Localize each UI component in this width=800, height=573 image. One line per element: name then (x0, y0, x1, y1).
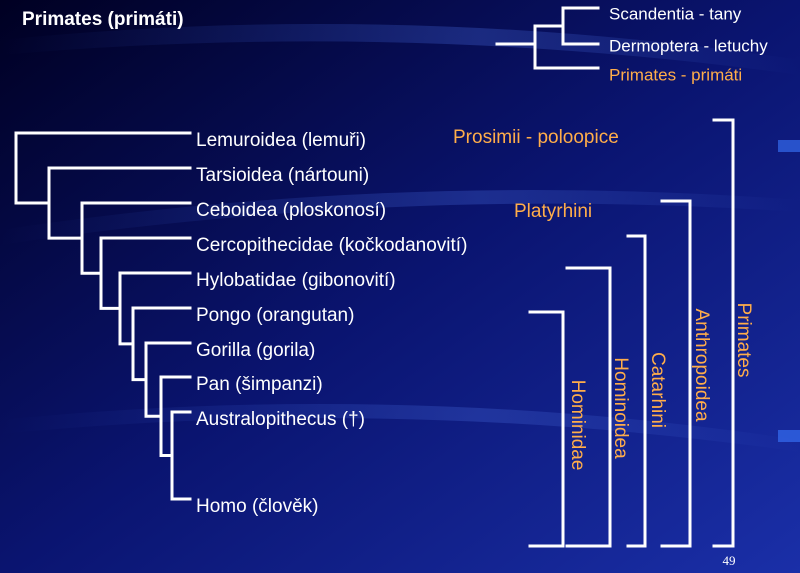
taxon-label: Pan (šimpanzi) (196, 374, 323, 395)
streak (0, 190, 800, 245)
group-label: Hominidae (567, 380, 588, 471)
bracket (565, 266, 612, 548)
taxon-label: Homo (člověk) (196, 496, 318, 517)
title: Primates (primáti) (22, 9, 184, 30)
streak (0, 24, 800, 75)
bracket (712, 118, 735, 548)
decor (778, 430, 800, 442)
taxon-label: Cercopithecidae (kočkodanovití) (196, 235, 467, 256)
taxon-label: Gorilla (gorila) (196, 340, 315, 361)
taxon-label: Tarsioidea (nártouni) (196, 165, 369, 186)
taxon-label: Dermoptera - letuchy (609, 36, 768, 55)
decor (778, 140, 800, 152)
taxon-label: Primates - primáti (609, 65, 742, 84)
streak (0, 404, 800, 452)
taxon-label: Australopithecus (†) (196, 409, 365, 430)
bracket (660, 199, 692, 548)
cladogram: Lemuroidea (lemuři) Tarsioidea (nártouni)… (14, 130, 467, 517)
group-label: Hominoidea (610, 357, 631, 459)
taxon-label: Ceboidea (ploskonosí) (196, 200, 386, 221)
outgroup-tree: Scandentia - tany Dermoptera - letuchy P… (495, 4, 768, 84)
group-brackets (528, 118, 735, 548)
group-label: Platyrhini (514, 201, 592, 222)
group-label: Prosimii - poloopice (453, 127, 619, 148)
page-number: 49 (723, 553, 736, 568)
taxon-label: Pongo (orangutan) (196, 305, 354, 326)
taxon-label: Scandentia - tany (609, 4, 742, 23)
tree-line (495, 6, 600, 70)
group-label: Catarhini (647, 352, 668, 428)
group-label: Anthropoidea (691, 308, 712, 421)
bracket (528, 310, 565, 548)
taxon-label: Lemuroidea (lemuři) (196, 130, 366, 151)
tree-line (14, 131, 192, 501)
taxon-label: Hylobatidae (gibonovití) (196, 270, 396, 291)
bracket (626, 234, 647, 548)
group-label: Primates (733, 303, 754, 378)
